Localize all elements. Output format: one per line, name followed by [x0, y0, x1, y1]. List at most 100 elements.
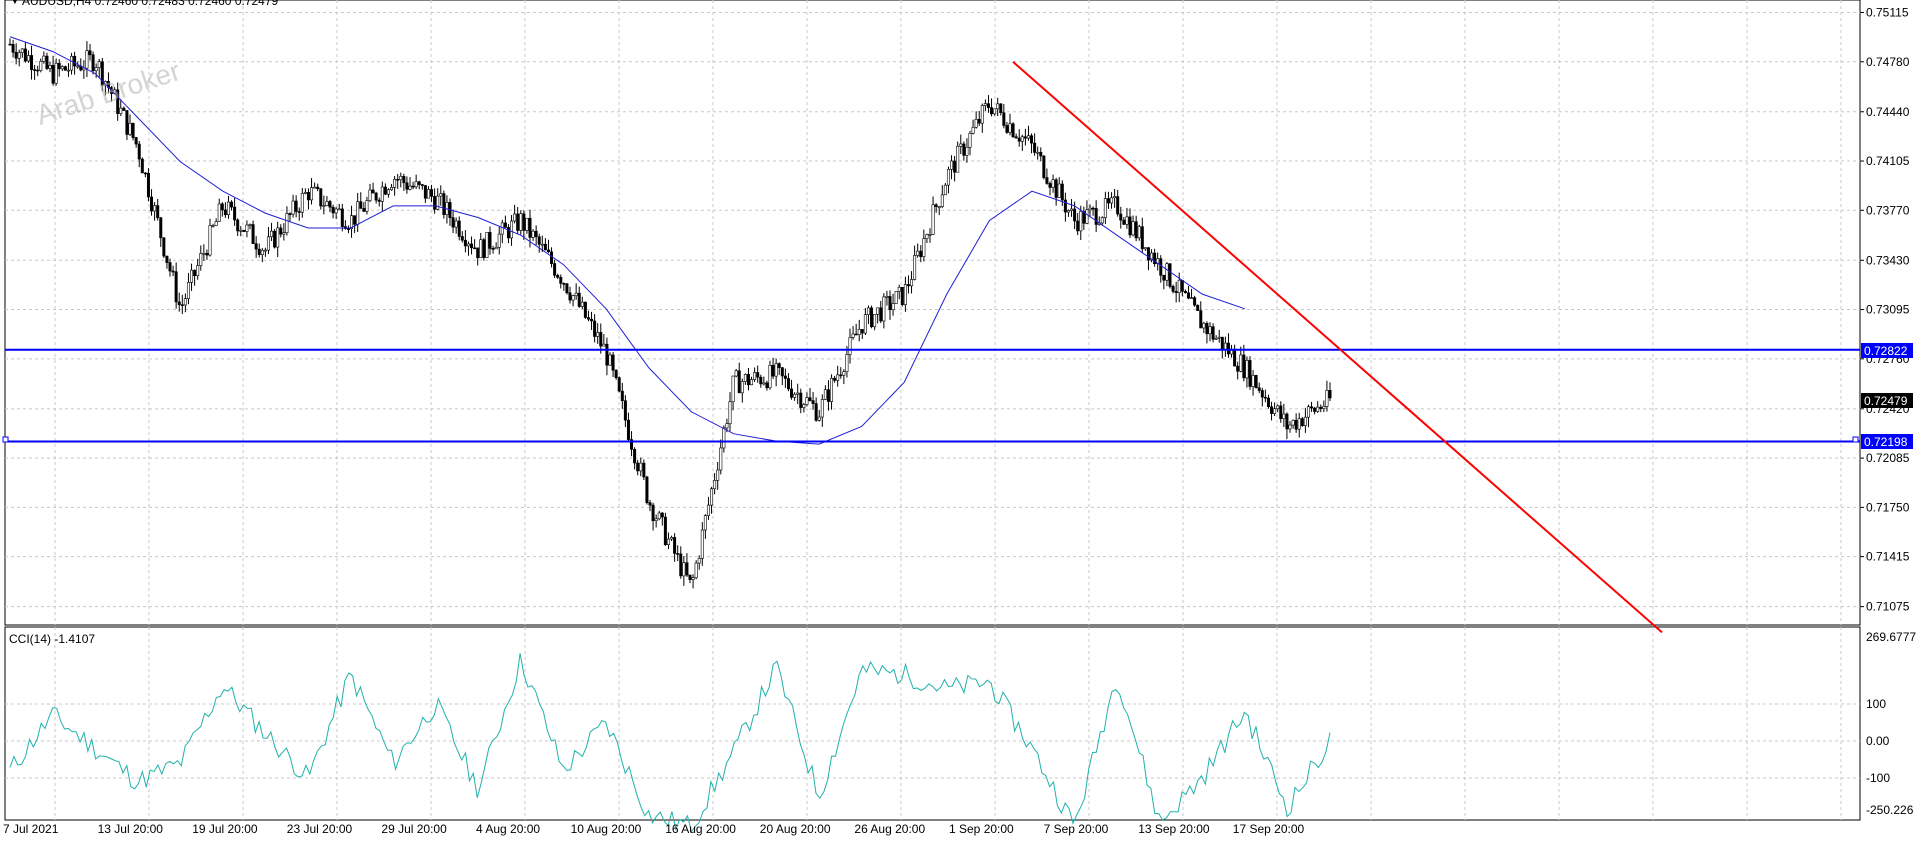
candle	[1113, 188, 1117, 208]
candle	[706, 496, 710, 520]
svg-text:0.72822: 0.72822	[1864, 344, 1908, 358]
candle	[306, 188, 310, 210]
candle	[260, 247, 264, 263]
hline-lower-tag: 0.72198	[1861, 434, 1913, 449]
candle	[694, 560, 698, 580]
candle	[1085, 200, 1089, 225]
candle	[146, 168, 150, 202]
candle	[263, 247, 267, 257]
candle	[1116, 189, 1120, 217]
candle	[1165, 262, 1169, 287]
candle	[1106, 191, 1110, 209]
time-tick-label: 7 Jul 2021	[3, 822, 59, 836]
candle	[525, 217, 529, 234]
candle	[513, 204, 517, 224]
candle	[934, 203, 938, 213]
candle	[479, 232, 483, 259]
candle	[546, 239, 550, 253]
candle	[1180, 279, 1184, 297]
candle	[614, 369, 618, 380]
hline-handle-right[interactable]	[1852, 436, 1859, 443]
candle	[673, 533, 677, 562]
hline-handle-left[interactable]	[2, 436, 9, 443]
candle	[762, 376, 766, 386]
candle	[1282, 403, 1286, 428]
candle	[1226, 333, 1230, 358]
candle	[426, 186, 430, 199]
candle	[51, 55, 55, 86]
candle	[196, 258, 200, 280]
candle	[568, 286, 572, 304]
candle	[796, 383, 800, 405]
candle	[611, 352, 615, 378]
candle	[870, 305, 874, 329]
candle	[337, 203, 341, 211]
candle	[131, 122, 135, 141]
candle	[913, 245, 917, 281]
candle	[1303, 407, 1307, 433]
candle	[959, 134, 963, 155]
candle	[1190, 288, 1194, 299]
trendline[interactable]	[1012, 61, 1663, 634]
candle	[48, 61, 52, 73]
candle	[473, 239, 477, 250]
candle	[420, 183, 424, 190]
candle	[386, 188, 390, 198]
candle	[226, 195, 230, 219]
candle	[897, 284, 901, 300]
candle	[639, 457, 643, 477]
candle	[359, 192, 363, 209]
price-tick-label: 0.73430	[1866, 253, 1910, 267]
candle	[1270, 401, 1274, 421]
candle	[1128, 208, 1132, 239]
candle	[1245, 356, 1249, 388]
candle	[190, 263, 194, 291]
price-tick-label: 0.75115	[1866, 6, 1909, 20]
indicator-frame	[4, 626, 1861, 821]
candle	[1223, 336, 1227, 357]
candle	[1002, 103, 1006, 129]
candle	[950, 155, 954, 180]
candle	[1100, 216, 1104, 226]
candle	[1199, 301, 1203, 329]
candle	[556, 273, 560, 279]
candle	[986, 95, 990, 113]
time-tick-label: 29 Jul 20:00	[381, 822, 447, 836]
candle	[1026, 125, 1030, 141]
candle	[1066, 209, 1070, 217]
candle	[1048, 181, 1052, 196]
time-tick-label: 4 Aug 20:00	[476, 822, 540, 836]
candle	[266, 227, 270, 255]
candle	[11, 39, 15, 58]
candle	[919, 245, 923, 263]
candle	[279, 224, 283, 238]
candle	[417, 180, 421, 190]
candle	[925, 233, 929, 243]
candle	[906, 275, 910, 294]
candle	[494, 242, 498, 250]
candle	[230, 200, 234, 211]
candle	[94, 63, 98, 78]
candle	[1039, 147, 1043, 162]
candle	[340, 203, 344, 232]
candle	[393, 176, 397, 196]
candle	[866, 305, 870, 324]
candle	[122, 106, 126, 111]
candle	[885, 290, 889, 306]
candle	[580, 296, 584, 310]
candle	[116, 82, 120, 121]
candle	[1131, 215, 1135, 237]
candle	[1288, 421, 1292, 433]
candle	[602, 334, 606, 347]
candle	[1063, 192, 1067, 222]
candle	[1137, 224, 1141, 241]
candle	[208, 218, 212, 257]
candle	[786, 373, 790, 392]
candle	[876, 307, 880, 324]
time-tick-label: 26 Aug 20:00	[854, 822, 925, 836]
candle	[334, 206, 338, 219]
candle	[1239, 346, 1243, 373]
candle	[1196, 304, 1200, 311]
candle	[1177, 272, 1181, 303]
